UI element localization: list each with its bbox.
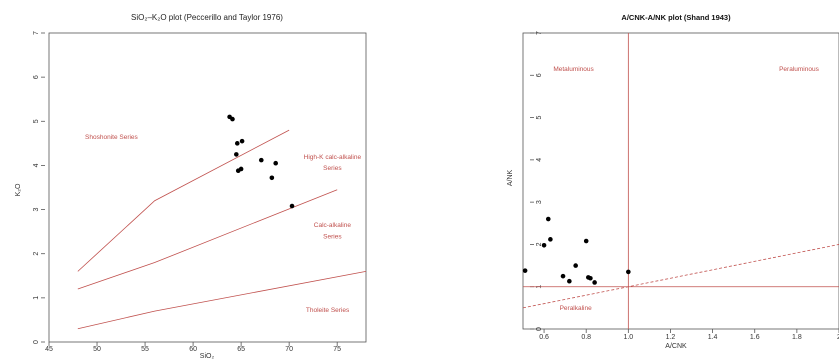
right-data-point bbox=[573, 263, 578, 268]
left-data-point bbox=[238, 166, 244, 172]
left-data-point bbox=[230, 116, 235, 122]
right-y-tick-label: 7 bbox=[536, 31, 543, 35]
left-data-point bbox=[234, 152, 239, 157]
left-y-tick-label: 2 bbox=[33, 252, 40, 256]
left-data-point bbox=[239, 138, 245, 144]
left-y-tick-label: 0 bbox=[33, 340, 40, 344]
right-dashed-divider bbox=[522, 244, 839, 309]
right-x-tick-label: 0.6 bbox=[539, 334, 549, 341]
right-x-tick-label: 1.2 bbox=[666, 334, 676, 341]
right-x-tick-label: 2 bbox=[837, 334, 839, 341]
left-y-tick-label: 6 bbox=[33, 75, 40, 79]
right-y-tick-label: 6 bbox=[536, 73, 543, 77]
left-series-boundary-line bbox=[77, 129, 290, 272]
acnk-ank-panel: A/CNK-A/NK plot (Shand 1943) A/CNK A/NK … bbox=[507, 13, 839, 350]
left-chart-title: SiO₂–K₂O plot (Peccerillo and Taylor 197… bbox=[131, 13, 283, 22]
left-x-tick-label: 65 bbox=[237, 346, 245, 353]
right-field-label: Peraluminous bbox=[779, 66, 819, 73]
left-y-tick-label: 3 bbox=[33, 208, 40, 212]
left-x-tick-label: 50 bbox=[93, 346, 101, 353]
left-field-label: Calc-alkaline bbox=[314, 222, 352, 229]
right-x-tick-label: 1.0 bbox=[623, 334, 633, 341]
right-field-label: Metaluminous bbox=[553, 66, 594, 73]
right-data-point bbox=[588, 275, 593, 281]
right-plot-frame bbox=[522, 32, 839, 330]
right-data-point bbox=[522, 268, 528, 273]
left-y-tick-label: 1 bbox=[33, 296, 40, 300]
left-field-label: Series bbox=[323, 165, 342, 172]
right-x-tick-label: 0.8 bbox=[581, 334, 591, 341]
left-series-boundary-line bbox=[77, 189, 338, 290]
right-y-tick-label: 0 bbox=[536, 327, 543, 331]
right-data-point bbox=[560, 273, 566, 279]
left-data-point bbox=[273, 160, 279, 166]
right-data-point bbox=[545, 216, 551, 222]
left-plot-frame bbox=[48, 32, 367, 343]
right-boundary-lines bbox=[522, 33, 839, 329]
right-x-tick-label: 1.6 bbox=[750, 334, 760, 341]
left-field-label: Tholeite Series bbox=[306, 307, 350, 314]
left-x-tick-label: 45 bbox=[45, 346, 53, 353]
right-x-axis-title: A/CNK bbox=[665, 343, 687, 350]
right-data-points bbox=[522, 216, 631, 285]
right-y-tick-label: 3 bbox=[536, 200, 543, 204]
right-chart-title: A/CNK-A/NK plot (Shand 1943) bbox=[621, 13, 731, 22]
left-data-points bbox=[227, 114, 295, 209]
left-y-axis-title: K₂O bbox=[15, 183, 22, 196]
left-y-tick-label: 4 bbox=[33, 163, 40, 167]
right-y-tick-label: 5 bbox=[536, 116, 543, 120]
right-data-point bbox=[626, 269, 631, 275]
left-field-label: High-K calc-alkaline bbox=[304, 154, 362, 161]
right-y-tick-label: 2 bbox=[536, 242, 543, 246]
right-data-point bbox=[583, 238, 589, 244]
right-data-point bbox=[541, 242, 547, 248]
left-y-tick-label: 5 bbox=[33, 119, 40, 123]
right-y-tick-label: 4 bbox=[536, 158, 543, 162]
left-field-labels: Shoshonite Series High-K calc-alkaline Ser… bbox=[85, 134, 361, 314]
left-x-axis-title: SiO₂ bbox=[200, 353, 215, 360]
right-field-label: Peralkaline bbox=[560, 305, 593, 312]
left-data-point bbox=[269, 175, 275, 181]
left-series-boundary-line bbox=[77, 270, 367, 330]
left-boundary-lines bbox=[77, 129, 367, 330]
right-data-point bbox=[548, 237, 553, 242]
left-y-tick-label: 7 bbox=[33, 31, 40, 35]
right-axes: 0.60.81.01.21.41.61.8201234567 bbox=[530, 31, 839, 341]
left-x-tick-label: 75 bbox=[333, 346, 341, 353]
left-x-tick-label: 70 bbox=[285, 346, 293, 353]
left-data-point bbox=[289, 203, 295, 209]
right-x-tick-label: 1.8 bbox=[792, 334, 802, 341]
right-data-point bbox=[592, 280, 597, 285]
right-data-point bbox=[567, 278, 572, 284]
left-data-point bbox=[258, 157, 264, 163]
right-y-axis-title: A/NK bbox=[507, 170, 514, 187]
right-x-tick-label: 1.4 bbox=[708, 334, 718, 341]
left-x-tick-label: 55 bbox=[141, 346, 149, 353]
left-field-label: Shoshonite Series bbox=[85, 134, 139, 141]
right-field-labels: Metaluminous Peraluminous Peralkaline bbox=[553, 66, 819, 312]
left-data-point bbox=[234, 141, 240, 146]
left-field-label: Series bbox=[323, 233, 342, 240]
left-x-tick-label: 60 bbox=[189, 346, 197, 353]
sio2-k2o-panel: SiO₂–K₂O plot (Peccerillo and Taylor 197… bbox=[15, 13, 367, 360]
